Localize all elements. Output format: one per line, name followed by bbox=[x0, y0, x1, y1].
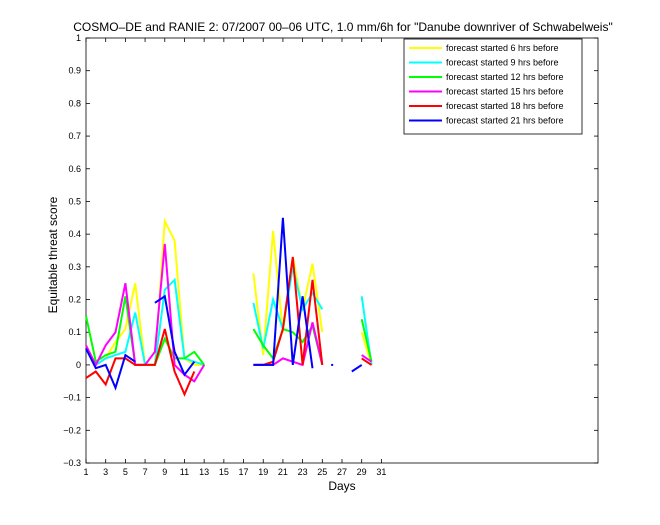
legend-label-3: forecast started 12 hrs before bbox=[446, 72, 564, 82]
legend-label-1: forecast started 6 hrs before bbox=[446, 43, 559, 53]
legend-label-2: forecast started 9 hrs before bbox=[446, 58, 559, 68]
series-line-2-segment-1 bbox=[85, 277, 205, 367]
y-tick-label: 0.1 bbox=[68, 327, 81, 337]
x-tick-label: 25 bbox=[317, 467, 327, 477]
y-tick-label: 0.2 bbox=[68, 295, 81, 305]
y-tick-label: −0.1 bbox=[63, 393, 81, 403]
series-line-5-segment-3 bbox=[361, 357, 373, 366]
y-tick-label: 0.4 bbox=[68, 229, 81, 239]
x-tick-label: 15 bbox=[219, 467, 229, 477]
x-tick-label: 19 bbox=[258, 467, 268, 477]
series-line-6-segment-1 bbox=[85, 348, 136, 391]
series-line-1-segment-1 bbox=[85, 217, 205, 367]
legend-label-5: forecast started 18 hrs before bbox=[446, 101, 564, 111]
x-axis-title: Days bbox=[328, 479, 355, 493]
legend-label-6: forecast started 21 hrs before bbox=[446, 116, 564, 126]
series-line-6-segment-3 bbox=[253, 217, 314, 369]
x-tick-label: 11 bbox=[180, 467, 189, 477]
y-tick-label: −0.2 bbox=[63, 425, 81, 435]
series-line-6-segment-2 bbox=[154, 294, 196, 377]
y-tick-label: 0.3 bbox=[68, 262, 81, 272]
x-tick-label: 3 bbox=[103, 467, 108, 477]
x-tick-label: 13 bbox=[199, 467, 209, 477]
x-tick-label: 5 bbox=[123, 467, 128, 477]
x-tick-label: 17 bbox=[239, 467, 249, 477]
x-tick-label: 27 bbox=[337, 467, 347, 477]
x-tick-label: 29 bbox=[357, 467, 367, 477]
series-line-5-segment-1 bbox=[85, 328, 196, 397]
legend-label-4: forecast started 15 hrs before bbox=[446, 87, 564, 97]
y-tick-label: −0.3 bbox=[63, 458, 81, 468]
y-tick-label: 0.6 bbox=[68, 164, 81, 174]
series-line-4-segment-3 bbox=[361, 354, 373, 363]
y-tick-label: 0.9 bbox=[68, 66, 81, 76]
x-tick-label: 31 bbox=[376, 467, 386, 477]
y-tick-label: 0.7 bbox=[68, 131, 81, 141]
y-tick-label: 0 bbox=[76, 360, 81, 370]
series-line-3-segment-3 bbox=[360, 318, 373, 362]
y-tick-label: 0.5 bbox=[68, 196, 81, 206]
legend-box bbox=[403, 38, 583, 135]
x-tick-label: 1 bbox=[83, 467, 88, 477]
series-line-3-segment-1 bbox=[85, 296, 205, 366]
x-tick-label: 21 bbox=[278, 467, 288, 477]
x-tick-label: 9 bbox=[162, 467, 167, 477]
series-line-6-segment-5 bbox=[351, 364, 363, 373]
chart-title: COSMO–DE and RANIE 2: 07/2007 00–06 UTC,… bbox=[73, 20, 612, 34]
plot-area: −0.3 −0.2 −0.1 0 0.1 0.2 0.3 0.4 0.5 0.6 0.7 0.8 0.9… bbox=[63, 33, 599, 477]
y-tick-label: 0.8 bbox=[68, 98, 81, 108]
x-tick-label: 7 bbox=[143, 467, 148, 477]
x-tick-label: 23 bbox=[298, 467, 308, 477]
y-tick-label: 1 bbox=[76, 33, 81, 43]
legend: forecast started 6 hrs before forecast st… bbox=[403, 38, 583, 135]
y-axis-title: Equitable threat score bbox=[46, 196, 60, 313]
